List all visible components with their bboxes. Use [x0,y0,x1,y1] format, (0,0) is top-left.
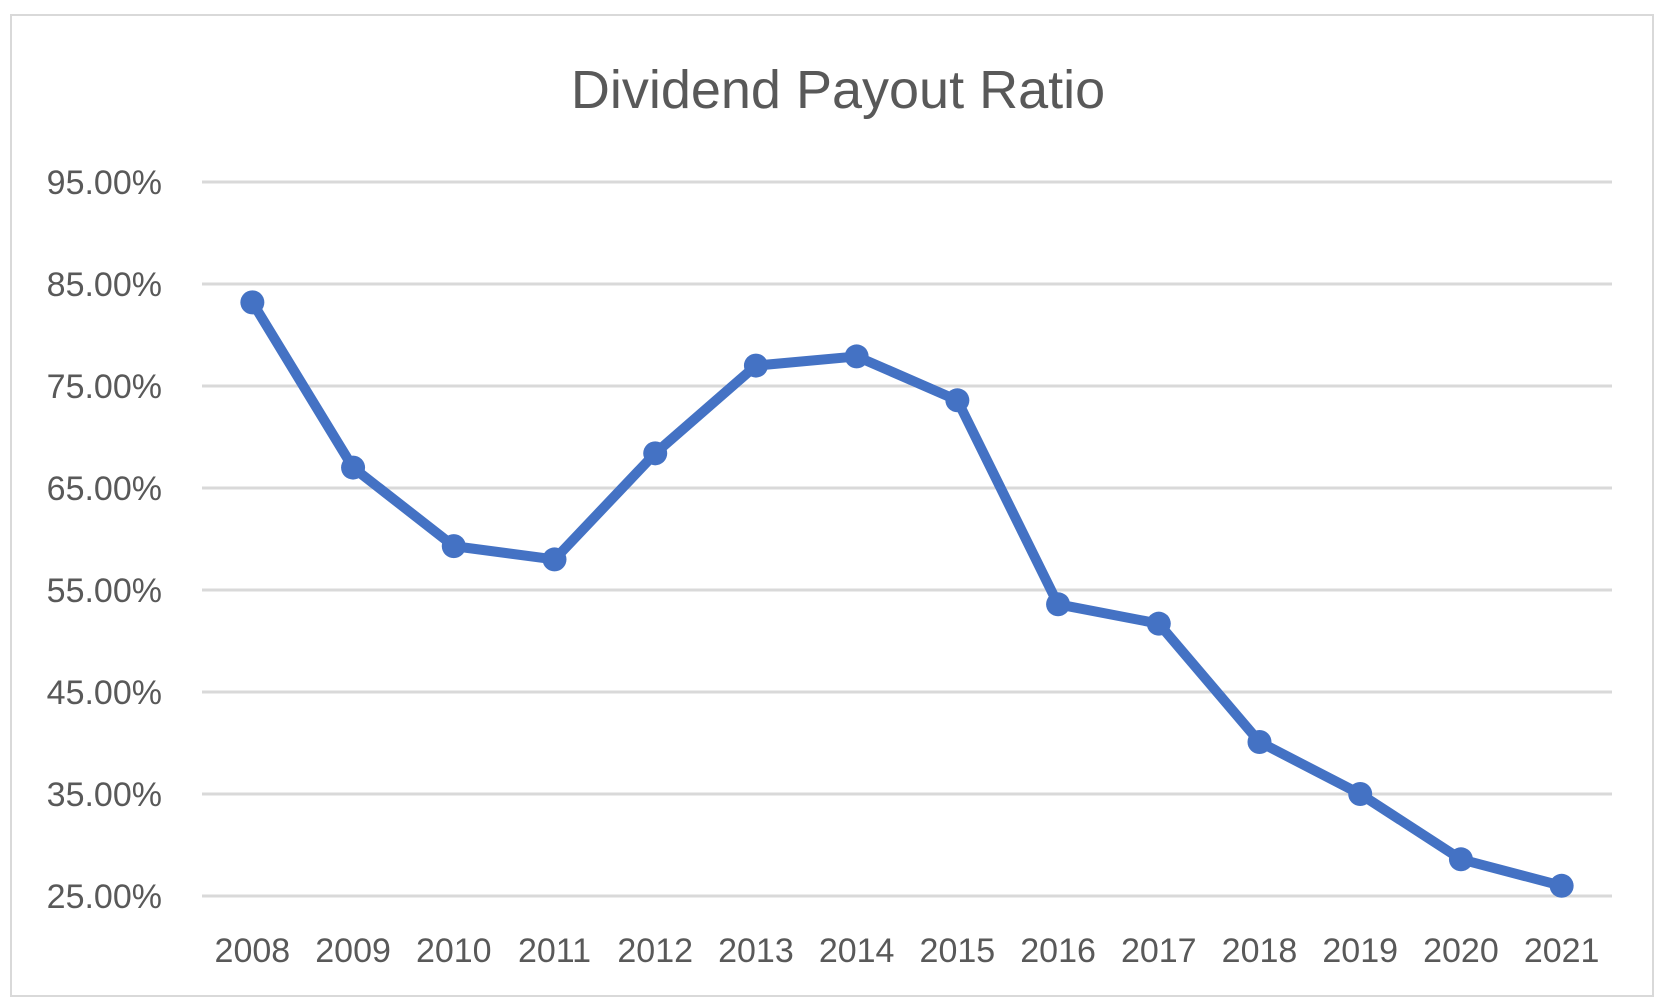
x-tick-label: 2020 [1423,932,1499,970]
y-tick-label: 35.00% [47,776,162,814]
y-tick-label: 45.00% [47,674,162,712]
data-point [341,455,366,480]
data-point [844,344,869,369]
x-tick-label: 2021 [1524,932,1600,970]
x-tick-label: 2018 [1222,932,1298,970]
chart-title: Dividend Payout Ratio [571,60,1105,120]
chart-frame [10,14,1654,997]
data-point [1448,847,1473,872]
data-point [1348,782,1373,806]
y-axis-tick-labels: 25.00% 35.00% 45.00% 55.00% 65.00% 75.00% 85.0… [47,164,162,916]
data-point [441,534,466,559]
data-point [240,290,265,315]
series-group [240,290,1574,898]
y-tick-label: 85.00% [47,266,162,304]
y-tick-label: 95.00% [47,164,162,202]
data-point [542,547,567,572]
x-tick-label: 2011 [518,932,591,970]
series-line [247,297,1567,891]
x-tick-label: 2017 [1121,932,1197,970]
data-point [1046,592,1071,617]
data-point [643,441,668,466]
x-tick-label: 2012 [617,932,693,970]
x-tick-label: 2008 [215,932,291,970]
y-tick-label: 75.00% [47,368,162,406]
x-axis-tick-labels: 2008 2009 2010 2011 2012 2013 2014 2015 2016 2017… [215,932,1600,970]
x-tick-label: 2015 [920,932,996,970]
data-point [1146,611,1171,636]
x-tick-label: 2019 [1322,932,1398,970]
x-tick-label: 2010 [416,932,492,970]
x-tick-label: 2014 [819,932,895,970]
data-point [743,353,768,378]
y-tick-label: 25.00% [47,878,162,916]
x-tick-label: 2009 [315,932,391,970]
y-tick-label: 55.00% [47,572,162,610]
y-tick-label: 65.00% [47,470,162,508]
x-tick-label: 2016 [1020,932,1096,970]
data-point [1247,729,1272,754]
x-tick-label: 2013 [718,932,794,970]
data-point [945,388,970,413]
data-point [1549,873,1574,898]
gridlines [202,180,1612,898]
